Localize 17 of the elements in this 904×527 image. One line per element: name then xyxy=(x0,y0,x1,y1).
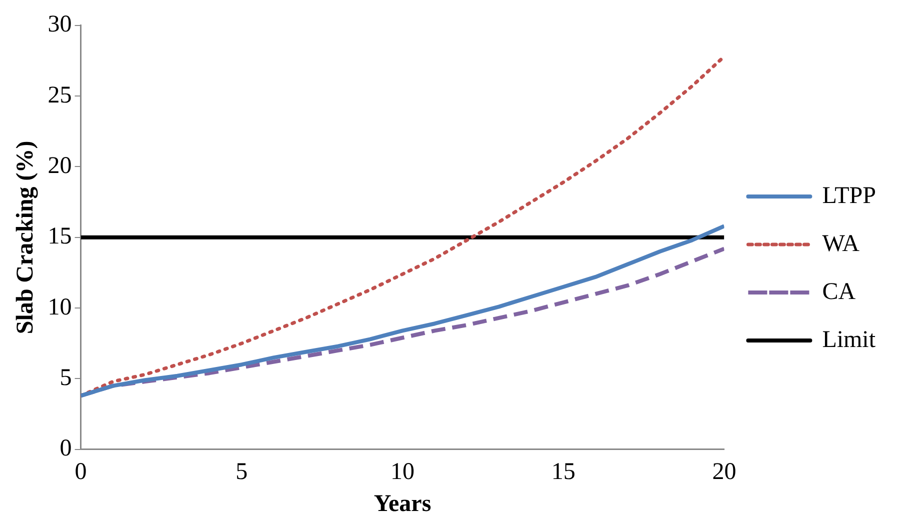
legend-label: WA xyxy=(822,230,860,257)
x-tick-label: 20 xyxy=(712,459,736,486)
y-tick-label: 5 xyxy=(60,365,72,392)
y-tick-label: 0 xyxy=(60,436,72,462)
y-tick-label: 30 xyxy=(48,12,72,38)
legend-label: Limit xyxy=(822,326,876,353)
x-tick-label: 10 xyxy=(390,459,414,486)
x-tick-label: 5 xyxy=(236,459,248,486)
x-tick-label: 15 xyxy=(551,459,576,486)
y-tick-label: 10 xyxy=(48,294,72,320)
y-tick-label: 20 xyxy=(48,153,72,180)
y-tick-label: 25 xyxy=(48,82,72,108)
legend-label: LTPP xyxy=(822,182,876,209)
x-axis-title: Years xyxy=(374,490,432,517)
legend-label: CA xyxy=(822,278,856,305)
y-axis-title: Slab Cracking (%) xyxy=(12,140,39,334)
y-tick-label: 15 xyxy=(48,224,72,250)
